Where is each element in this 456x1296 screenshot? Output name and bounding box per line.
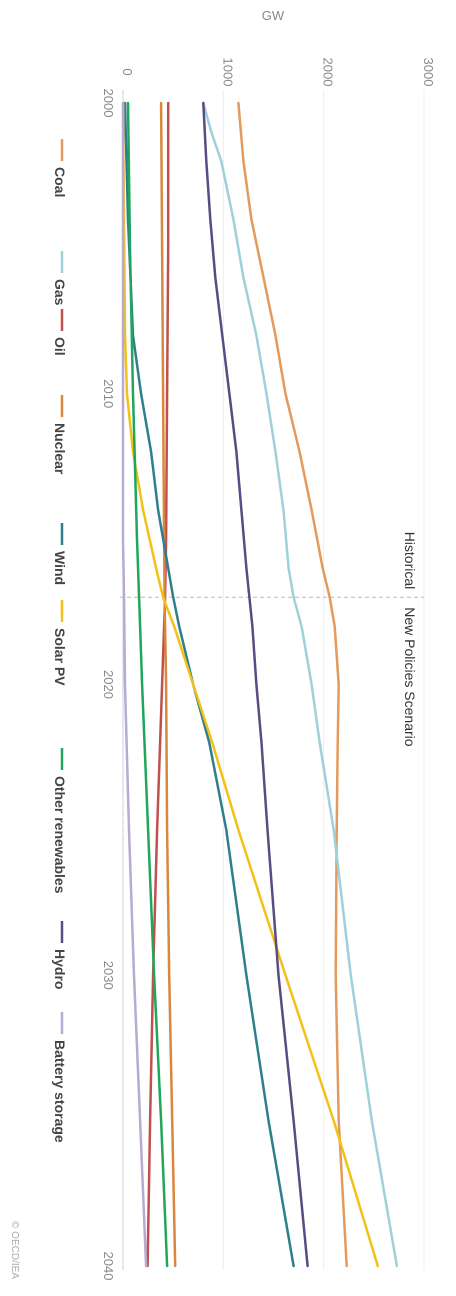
y-tick-label: 0 [120, 68, 135, 75]
annotation-new-policies: New Policies Scenario [402, 607, 418, 746]
x-tick-label: 2030 [101, 961, 116, 990]
annotation-historical: Historical [402, 532, 418, 590]
legend: Coal Gas Oil Nuclear Wind Solar PV Other renew… [52, 139, 68, 1143]
legend-label-other-renewables: Other renewables [52, 776, 68, 894]
legend-label-gas: Gas [52, 279, 68, 306]
legend-label-oil: Oil [52, 337, 68, 356]
series-line-nuclear [159, 101, 177, 1268]
x-tick-label: 2040 [101, 1252, 116, 1281]
y-tick-label: 1000 [220, 58, 235, 87]
series-line-hydro [202, 101, 309, 1268]
series-line-coal [237, 101, 348, 1268]
legend-label-battery-storage: Battery storage [52, 1040, 68, 1143]
series-line-battery-storage [121, 101, 148, 1268]
legend-label-wind: Wind [52, 551, 68, 585]
x-tick-label: 2010 [101, 379, 116, 408]
series-lines [121, 101, 399, 1268]
y-tick-label: 3000 [421, 58, 436, 87]
grid [122, 90, 425, 1270]
x-tick-label: 2000 [101, 89, 116, 118]
legend-label-hydro: Hydro [52, 949, 68, 989]
legend-label-nuclear: Nuclear [52, 423, 68, 475]
legend-label-coal: Coal [52, 167, 68, 197]
tick-labels: 0 1000 2000 3000 2000 2010 2020 2030 2040 [101, 58, 436, 1281]
series-line-oil [146, 101, 170, 1268]
x-tick-label: 2020 [101, 670, 116, 699]
legend-label-solar-pv: Solar PV [52, 628, 68, 686]
y-tick-label: 2000 [321, 58, 336, 87]
series-line-wind [123, 101, 295, 1268]
credit-text: © OECD/IEA [9, 1221, 20, 1279]
series-line-gas [202, 101, 399, 1268]
series-line-other-renewables [126, 101, 169, 1268]
y-axis-label: GW [262, 8, 285, 23]
